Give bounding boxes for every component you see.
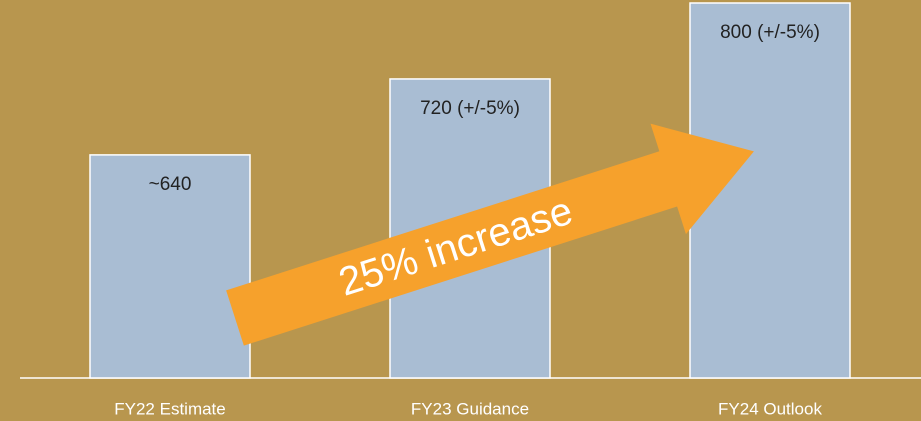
arrow-shape [226,123,754,346]
x-tick-label: FY22 Estimate [114,399,226,418]
x-tick-label: FY23 Guidance [411,399,529,418]
bar [89,154,251,379]
value-label: ~640 [149,174,192,195]
value-label: 720 (+/-5%) [420,98,520,119]
value-label: 800 (+/-5%) [720,22,820,43]
x-tick-label: FY24 Outlook [718,399,822,418]
bars [89,2,851,379]
